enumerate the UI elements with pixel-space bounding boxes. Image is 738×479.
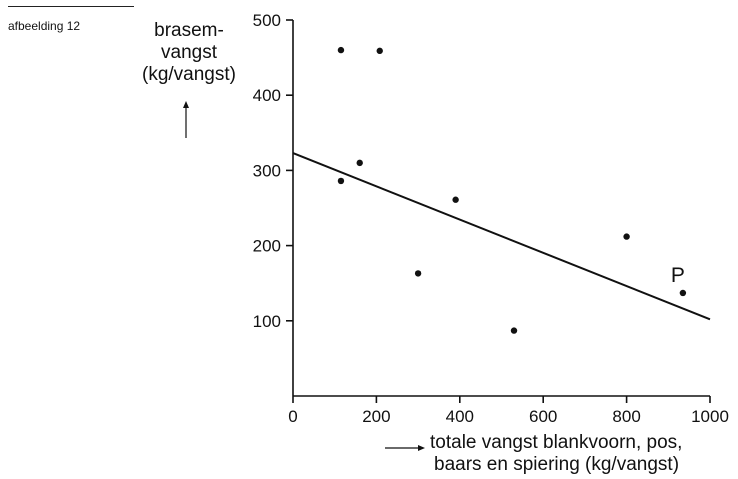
ticks: 100 200 300 400 500 0 200 400 600 800 1000 <box>253 11 729 426</box>
data-point-7 <box>623 233 630 240</box>
x-axis-label-line-2: baars en spiering (kg/vangst) <box>434 454 680 475</box>
data-point-6 <box>510 327 518 334</box>
y-tick-label-4: 500 <box>253 11 281 30</box>
y-tick-label-3: 400 <box>253 86 281 105</box>
y-tick-label-2: 300 <box>253 161 281 180</box>
annotation-0: P <box>671 264 685 287</box>
y-axis-label-line-1: brasem- <box>154 20 224 41</box>
data-point-8 <box>679 289 687 297</box>
trendline <box>292 152 711 321</box>
data-points <box>337 46 687 334</box>
x-tick-label-5: 1000 <box>691 407 729 426</box>
y-axis-label-line-3: (kg/vangst) <box>142 64 236 85</box>
figure-label-rule <box>8 6 134 7</box>
trendline-group <box>292 152 711 321</box>
x-tick-label-2: 400 <box>446 407 474 426</box>
x-tick-label-0: 0 <box>288 407 297 426</box>
annotations: P <box>671 264 685 287</box>
figure-label-block: afbeelding 12 <box>8 6 134 33</box>
axes <box>292 20 710 397</box>
data-point-2 <box>356 159 363 167</box>
data-point-3 <box>337 177 345 185</box>
y-axis-label: brasem- vangst (kg/vangst) <box>126 20 252 86</box>
data-point-1 <box>376 47 383 55</box>
x-axis-label: totale vangst blankvoorn, pos, baars en … <box>430 432 682 476</box>
y-tick-label-1: 200 <box>253 237 281 256</box>
x-axis-label-line-1: totale vangst blankvoorn, pos, <box>430 432 683 453</box>
x-tick-label-3: 600 <box>529 407 557 426</box>
data-point-4 <box>452 196 459 203</box>
y-tick-label-0: 100 <box>253 312 281 331</box>
x-tick-label-4: 800 <box>612 407 640 426</box>
data-point-5 <box>414 270 422 277</box>
y-axis-label-line-2: vangst <box>161 42 217 63</box>
x-tick-label-1: 200 <box>362 407 390 426</box>
data-point-0 <box>337 46 345 54</box>
figure-label: afbeelding 12 <box>8 19 81 33</box>
